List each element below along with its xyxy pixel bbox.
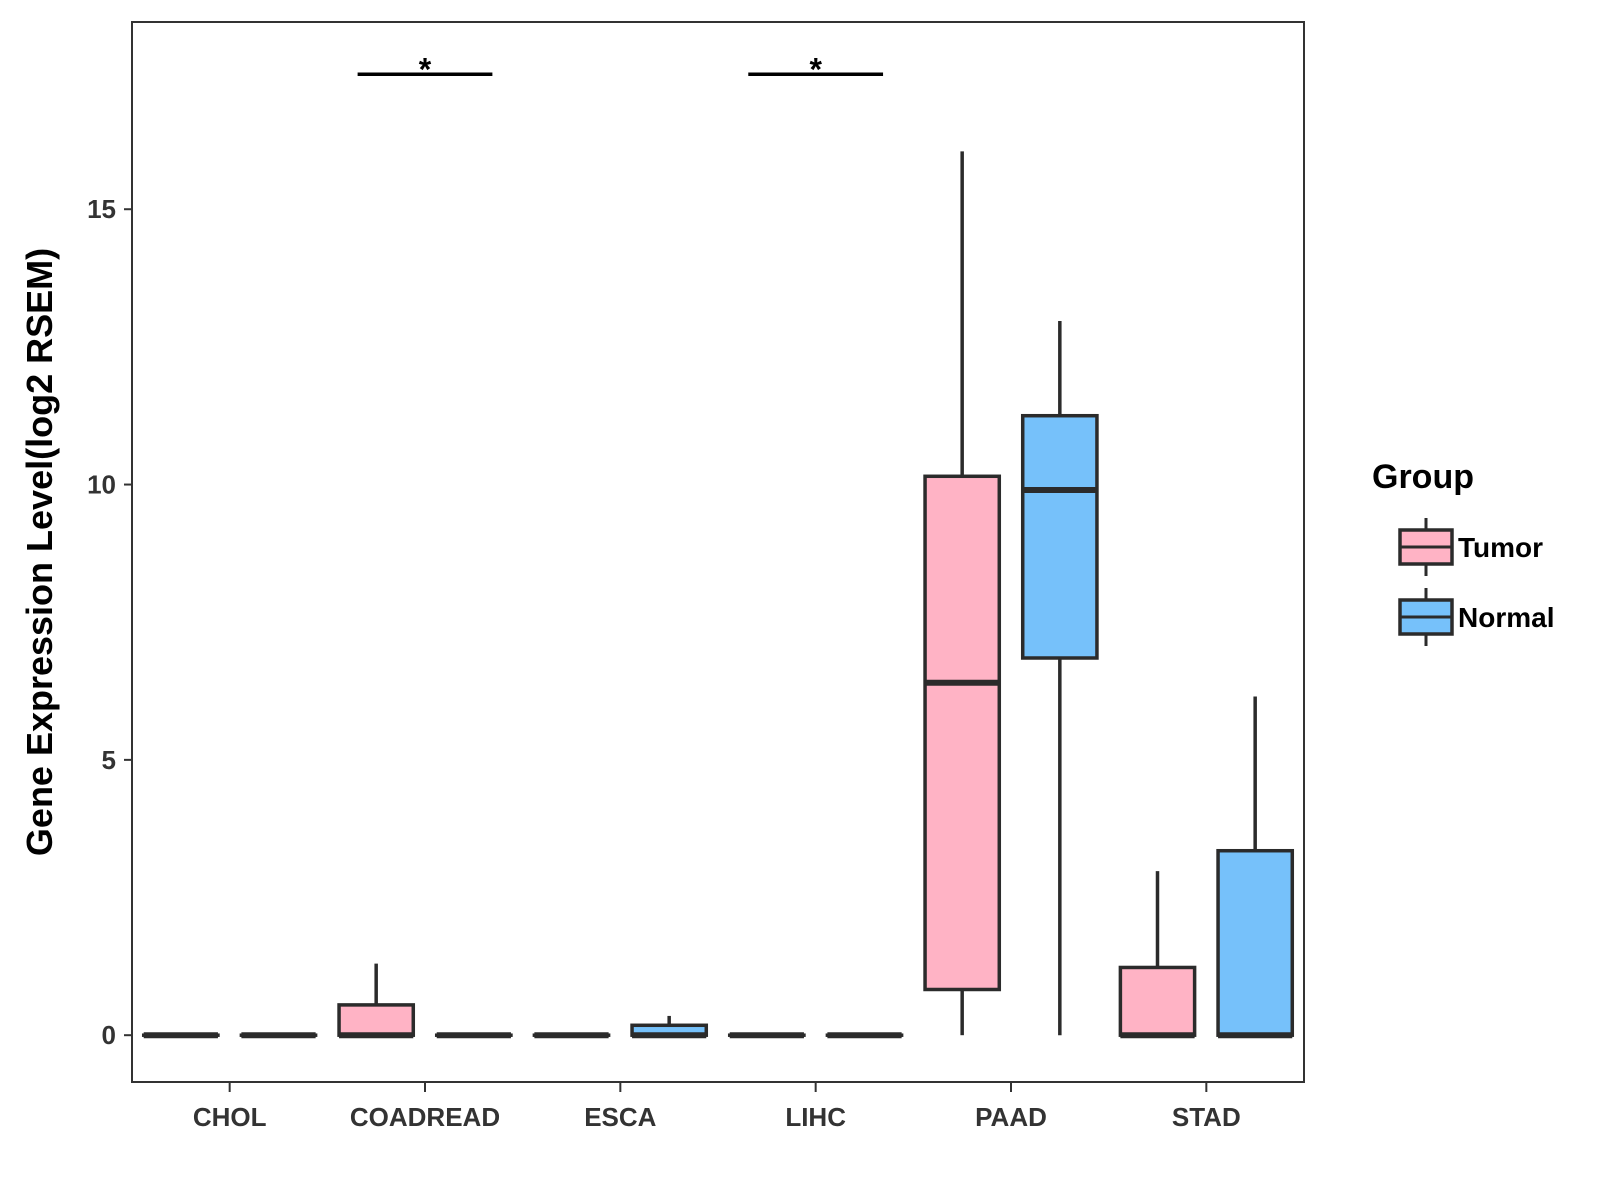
y-tick-label: 15 (87, 194, 116, 224)
box-body (1118, 965, 1197, 1037)
x-tick-label-chol: CHOL (193, 1102, 267, 1132)
y-axis: 0 5 10 15 (87, 194, 132, 1050)
legend-item-tumor: Tumor (1398, 518, 1543, 576)
significance-coadread: * (357, 51, 493, 87)
box-tumor-stad (1118, 871, 1197, 1039)
box-body (923, 474, 1002, 992)
box-body (337, 1003, 416, 1037)
significance-lihc: * (748, 51, 884, 87)
legend-item-normal: Normal (1398, 588, 1554, 646)
x-tick-label-coadread: COADREAD (350, 1102, 500, 1132)
y-axis-title: Gene Expression Level(log2 RSEM) (19, 248, 60, 856)
x-tick-label-lihc: LIHC (785, 1102, 846, 1132)
legend: Group Tumor Normal (1372, 458, 1554, 646)
box-tumor-paad (923, 151, 1002, 1036)
legend-label-normal: Normal (1458, 602, 1554, 633)
x-tick-label-esca: ESCA (584, 1102, 656, 1132)
x-axis: CHOL COADREAD ESCA LIHC PAAD STAD (193, 1082, 1241, 1132)
chart-marks: * * (141, 51, 1295, 1039)
box-normal-paad (1020, 321, 1099, 1036)
box-body (1216, 848, 1295, 1037)
x-tick-label-paad: PAAD (975, 1102, 1047, 1132)
box-normal-esca (630, 1015, 709, 1039)
legend-label-tumor: Tumor (1458, 532, 1543, 563)
legend-title: Group (1372, 458, 1474, 496)
y-tick-label: 0 (102, 1020, 116, 1050)
panel-border (131, 21, 1305, 1083)
significance-star: * (809, 51, 822, 87)
box-body (1020, 413, 1099, 660)
significance-star: * (419, 51, 432, 87)
box-tumor-coadread (337, 963, 416, 1039)
y-tick-label: 10 (87, 470, 116, 500)
x-tick-label-stad: STAD (1172, 1102, 1241, 1132)
box-normal-stad (1216, 696, 1295, 1039)
y-tick-label: 5 (102, 745, 116, 775)
